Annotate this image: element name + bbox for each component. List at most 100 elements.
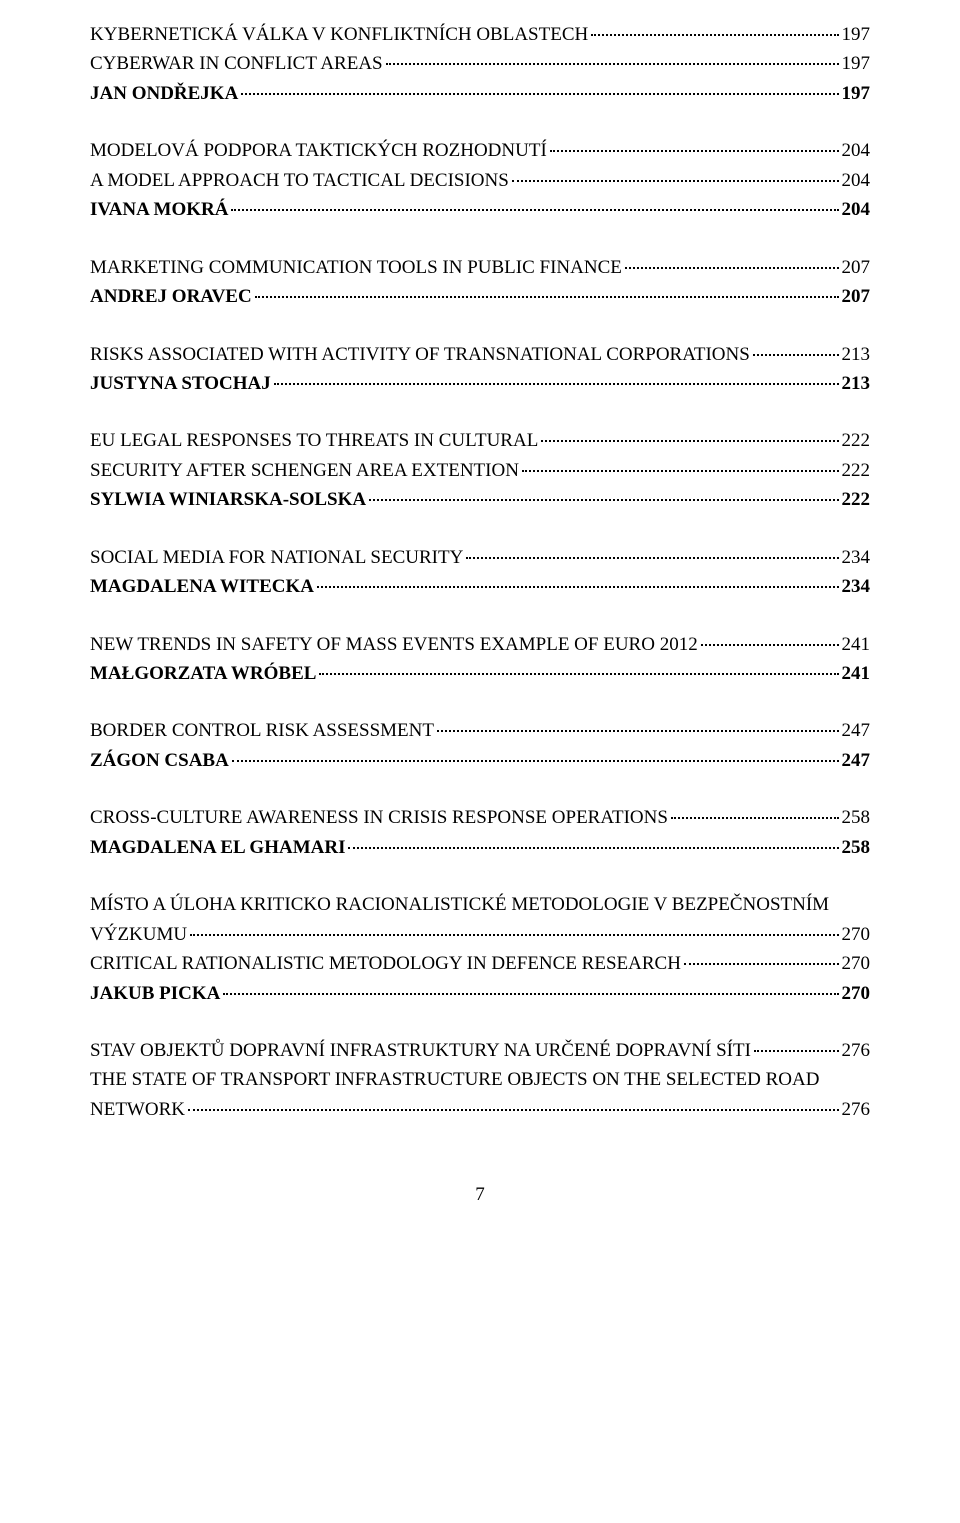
toc-entry-page: 270: [842, 979, 871, 1008]
table-of-contents: KYBERNETICKÁ VÁLKA V KONFLIKTNÍCH OBLAST…: [90, 20, 870, 1124]
toc-leader-dots: [625, 267, 839, 269]
toc-leader-dots: [550, 150, 839, 152]
toc-entry-label: MARKETING COMMUNICATION TOOLS IN PUBLIC …: [90, 253, 622, 282]
toc-entry-page: 204: [842, 195, 871, 224]
toc-leader-dots: [348, 847, 838, 849]
toc-entry: SECURITY AFTER SCHENGEN AREA EXTENTION 2…: [90, 456, 870, 485]
toc-entry-label: CYBERWAR IN CONFLICT AREAS: [90, 49, 383, 78]
toc-group: CROSS-CULTURE AWARENESS IN CRISIS RESPON…: [90, 803, 870, 862]
toc-entry-page: 197: [842, 79, 871, 108]
toc-entry-page: 276: [842, 1036, 871, 1065]
toc-group: NEW TRENDS IN SAFETY OF MASS EVENTS EXAM…: [90, 630, 870, 689]
toc-entry-page: 222: [842, 485, 871, 514]
toc-leader-dots: [684, 963, 839, 965]
toc-entry-page: 204: [842, 166, 871, 195]
toc-leader-dots: [701, 644, 839, 646]
toc-entry: CRITICAL RATIONALISTIC METODOLOGY IN DEF…: [90, 949, 870, 978]
toc-leader-dots: [754, 1050, 839, 1052]
toc-entry-label: JUSTYNA STOCHAJ: [90, 369, 271, 398]
toc-entry: NETWORK 276: [90, 1095, 870, 1124]
toc-entry-label: EU LEGAL RESPONSES TO THREATS IN CULTURA…: [90, 426, 538, 455]
toc-entry-page: 222: [842, 426, 871, 455]
toc-entry: MÍSTO A ÚLOHA KRITICKO RACIONALISTICKÉ M…: [90, 890, 870, 919]
toc-entry-label: JAN ONDŘEJKA: [90, 79, 238, 108]
toc-entry-page: 204: [842, 136, 871, 165]
toc-group: SOCIAL MEDIA FOR NATIONAL SECURITY 234MA…: [90, 543, 870, 602]
toc-entry: BORDER CONTROL RISK ASSESSMENT 247: [90, 716, 870, 745]
toc-group: BORDER CONTROL RISK ASSESSMENT 247ZÁGON …: [90, 716, 870, 775]
toc-entry: JUSTYNA STOCHAJ 213: [90, 369, 870, 398]
toc-entry-page: 234: [842, 543, 871, 572]
toc-entry-page: 234: [842, 572, 871, 601]
toc-entry: ANDREJ ORAVEC 207: [90, 282, 870, 311]
toc-entry: KYBERNETICKÁ VÁLKA V KONFLIKTNÍCH OBLAST…: [90, 20, 870, 49]
toc-leader-dots: [319, 673, 838, 675]
toc-entry-label: RISKS ASSOCIATED WITH ACTIVITY OF TRANSN…: [90, 340, 750, 369]
toc-entry-label: BORDER CONTROL RISK ASSESSMENT: [90, 716, 434, 745]
toc-entry-label: NETWORK: [90, 1095, 185, 1124]
toc-entry: A MODEL APPROACH TO TACTICAL DECISIONS 2…: [90, 166, 870, 195]
toc-entry: THE STATE OF TRANSPORT INFRASTRUCTURE OB…: [90, 1065, 870, 1094]
toc-entry: SOCIAL MEDIA FOR NATIONAL SECURITY 234: [90, 543, 870, 572]
toc-entry-page: 241: [842, 630, 871, 659]
toc-entry-page: 207: [842, 253, 871, 282]
toc-leader-dots: [512, 180, 839, 182]
toc-entry-label: THE STATE OF TRANSPORT INFRASTRUCTURE OB…: [90, 1065, 819, 1094]
toc-group: EU LEGAL RESPONSES TO THREATS IN CULTURA…: [90, 426, 870, 514]
toc-entry: MARKETING COMMUNICATION TOOLS IN PUBLIC …: [90, 253, 870, 282]
toc-entry-page: 258: [842, 833, 871, 862]
toc-group: MÍSTO A ÚLOHA KRITICKO RACIONALISTICKÉ M…: [90, 890, 870, 1008]
toc-leader-dots: [369, 499, 838, 501]
page-number: 7: [90, 1184, 870, 1206]
toc-leader-dots: [671, 817, 839, 819]
toc-entry-page: 247: [842, 716, 871, 745]
toc-entry-page: 213: [842, 340, 871, 369]
toc-entry: SYLWIA WINIARSKA-SOLSKA 222: [90, 485, 870, 514]
toc-group: MARKETING COMMUNICATION TOOLS IN PUBLIC …: [90, 253, 870, 312]
toc-entry-page: 241: [842, 659, 871, 688]
toc-entry: CYBERWAR IN CONFLICT AREAS 197: [90, 49, 870, 78]
toc-entry-label: MAGDALENA EL GHAMARI: [90, 833, 345, 862]
toc-entry-label: SECURITY AFTER SCHENGEN AREA EXTENTION: [90, 456, 519, 485]
toc-leader-dots: [541, 440, 838, 442]
toc-leader-dots: [466, 557, 838, 559]
toc-group: MODELOVÁ PODPORA TAKTICKÝCH ROZHODNUTÍ 2…: [90, 136, 870, 224]
toc-entry: EU LEGAL RESPONSES TO THREATS IN CULTURA…: [90, 426, 870, 455]
toc-entry: NEW TRENDS IN SAFETY OF MASS EVENTS EXAM…: [90, 630, 870, 659]
toc-leader-dots: [386, 63, 839, 65]
toc-entry-label: MÍSTO A ÚLOHA KRITICKO RACIONALISTICKÉ M…: [90, 890, 829, 919]
toc-entry-label: KYBERNETICKÁ VÁLKA V KONFLIKTNÍCH OBLAST…: [90, 20, 588, 49]
toc-entry: MAGDALENA WITECKA 234: [90, 572, 870, 601]
toc-entry: MODELOVÁ PODPORA TAKTICKÝCH ROZHODNUTÍ 2…: [90, 136, 870, 165]
toc-entry: VÝZKUMU 270: [90, 920, 870, 949]
toc-leader-dots: [190, 934, 838, 936]
toc-entry-label: IVANA MOKRÁ: [90, 195, 228, 224]
toc-entry-label: ZÁGON CSABA: [90, 746, 229, 775]
toc-leader-dots: [317, 586, 839, 588]
toc-leader-dots: [591, 34, 838, 36]
toc-group: STAV OBJEKTŮ DOPRAVNÍ INFRASTRUKTURY NA …: [90, 1036, 870, 1124]
toc-entry-label: SOCIAL MEDIA FOR NATIONAL SECURITY: [90, 543, 463, 572]
toc-entry: STAV OBJEKTŮ DOPRAVNÍ INFRASTRUKTURY NA …: [90, 1036, 870, 1065]
toc-entry: RISKS ASSOCIATED WITH ACTIVITY OF TRANSN…: [90, 340, 870, 369]
toc-entry-page: 258: [842, 803, 871, 832]
toc-entry: JAN ONDŘEJKA 197: [90, 79, 870, 108]
toc-entry: MAŁGORZATA WRÓBEL 241: [90, 659, 870, 688]
toc-entry-label: SYLWIA WINIARSKA-SOLSKA: [90, 485, 366, 514]
toc-entry-label: A MODEL APPROACH TO TACTICAL DECISIONS: [90, 166, 509, 195]
toc-entry: CROSS-CULTURE AWARENESS IN CRISIS RESPON…: [90, 803, 870, 832]
toc-leader-dots: [753, 354, 839, 356]
toc-entry-label: VÝZKUMU: [90, 920, 187, 949]
toc-entry-page: 270: [842, 949, 871, 978]
toc-leader-dots: [437, 730, 839, 732]
toc-entry-page: 213: [842, 369, 871, 398]
toc-leader-dots: [241, 93, 838, 95]
toc-entry-label: MODELOVÁ PODPORA TAKTICKÝCH ROZHODNUTÍ: [90, 136, 547, 165]
toc-entry-page: 197: [842, 20, 871, 49]
toc-entry-label: CROSS-CULTURE AWARENESS IN CRISIS RESPON…: [90, 803, 668, 832]
toc-entry-label: STAV OBJEKTŮ DOPRAVNÍ INFRASTRUKTURY NA …: [90, 1036, 751, 1065]
toc-leader-dots: [255, 296, 839, 298]
toc-entry-label: NEW TRENDS IN SAFETY OF MASS EVENTS EXAM…: [90, 630, 698, 659]
toc-entry-page: 207: [842, 282, 871, 311]
toc-entry-page: 247: [842, 746, 871, 775]
